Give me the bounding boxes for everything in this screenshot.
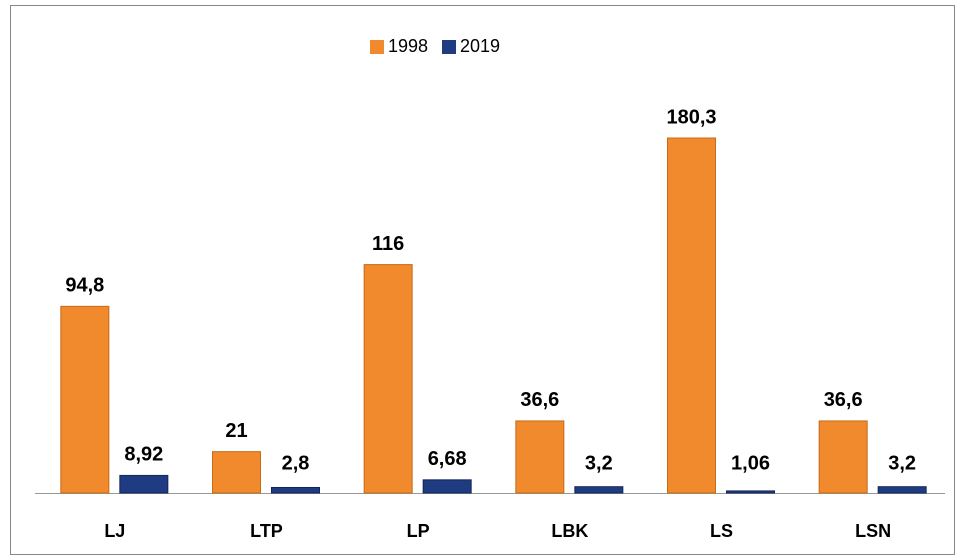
chart-border <box>10 5 955 555</box>
bar <box>60 305 110 494</box>
x-tick-label: LSN <box>855 521 891 541</box>
x-tick-label: LP <box>407 521 430 541</box>
bar <box>574 486 624 494</box>
data-label: 116 <box>372 233 404 255</box>
x-tick-label: LS <box>710 521 733 541</box>
legend-swatch <box>370 40 384 54</box>
bar <box>119 474 169 494</box>
data-label: 1,06 <box>731 452 770 474</box>
legend-swatch <box>442 40 456 54</box>
data-label: 6,68 <box>428 448 467 470</box>
data-label: 2,8 <box>282 452 310 474</box>
legend-label: 2019 <box>460 36 500 56</box>
bar <box>363 264 413 494</box>
bar <box>667 137 716 494</box>
data-label: 8,92 <box>124 444 163 466</box>
x-tick-label: LBK <box>551 521 588 541</box>
bar <box>212 451 261 494</box>
bar <box>726 490 775 494</box>
x-tick-label: LJ <box>104 521 125 541</box>
x-tick-label: LTP <box>250 521 283 541</box>
data-label: 180,3 <box>666 106 716 128</box>
data-label: 3,2 <box>888 452 916 474</box>
bar <box>877 486 927 494</box>
data-label: 36,6 <box>520 389 559 411</box>
legend-label: 1998 <box>388 36 428 56</box>
bar <box>818 420 868 494</box>
bar <box>515 420 565 494</box>
data-label: 21 <box>225 420 247 442</box>
data-label: 36,6 <box>824 389 863 411</box>
bar <box>422 479 472 494</box>
data-label: 3,2 <box>585 452 613 474</box>
bar <box>271 486 320 494</box>
data-label: 94,8 <box>65 275 104 297</box>
